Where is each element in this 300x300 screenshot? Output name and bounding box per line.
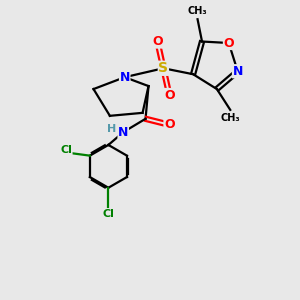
Text: N: N: [119, 71, 130, 84]
Text: O: O: [224, 37, 234, 50]
Text: S: S: [158, 61, 168, 75]
Text: O: O: [152, 35, 163, 48]
Text: N: N: [118, 126, 128, 139]
Text: CH₃: CH₃: [188, 6, 207, 16]
Text: N: N: [232, 65, 243, 78]
Text: Cl: Cl: [60, 145, 72, 155]
Text: Cl: Cl: [103, 208, 114, 219]
Text: H: H: [107, 124, 117, 134]
Text: O: O: [164, 88, 175, 101]
Text: O: O: [164, 118, 175, 131]
Text: CH₃: CH₃: [220, 113, 240, 123]
